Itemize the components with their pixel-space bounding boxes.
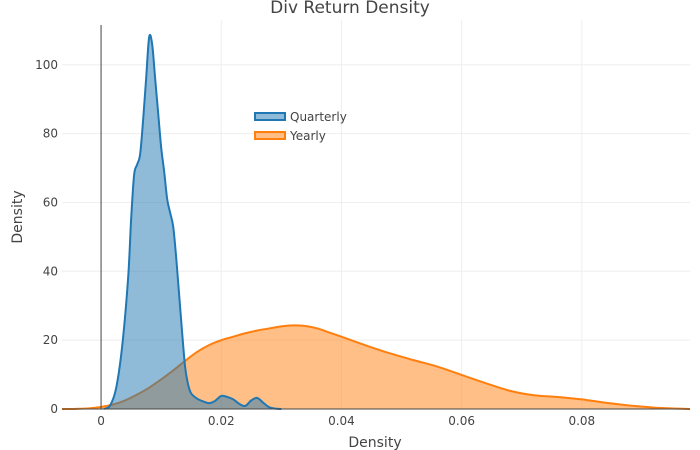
x-tick-label: 0: [97, 414, 105, 428]
x-tick-label: 0.08: [568, 414, 595, 428]
y-tick-label: 80: [43, 127, 58, 141]
chart-title: Div Return Density: [270, 0, 430, 18]
x-tick-label: 0.06: [448, 414, 475, 428]
y-axis-title: Density: [10, 190, 26, 243]
quarterly-legend-label[interactable]: Quarterly: [290, 110, 347, 124]
yearly-legend-swatch[interactable]: [254, 131, 286, 140]
yearly-legend-label[interactable]: Yearly: [289, 129, 326, 143]
quarterly-legend-swatch[interactable]: [254, 112, 286, 121]
x-tick-label: 0.04: [328, 414, 355, 428]
yearly-area[interactable]: [62, 325, 690, 409]
y-tick-label: 20: [43, 333, 58, 347]
y-tick-label: 100: [35, 58, 58, 72]
y-tick-label: 60: [43, 195, 58, 209]
quarterly-line[interactable]: [103, 33, 282, 410]
x-tick-label: 0.02: [208, 414, 235, 428]
y-tick-label: 0: [50, 402, 58, 416]
legend[interactable]: Quarterly Yearly: [254, 110, 347, 143]
x-axis-title: Density: [348, 435, 401, 450]
axes: 0 0.02 0.04 0.06 0.08 0 20 40 60 80 100: [35, 25, 690, 428]
y-tick-label: 40: [43, 264, 58, 278]
series-layer: [61, 33, 691, 410]
quarterly-area[interactable]: [104, 34, 282, 410]
